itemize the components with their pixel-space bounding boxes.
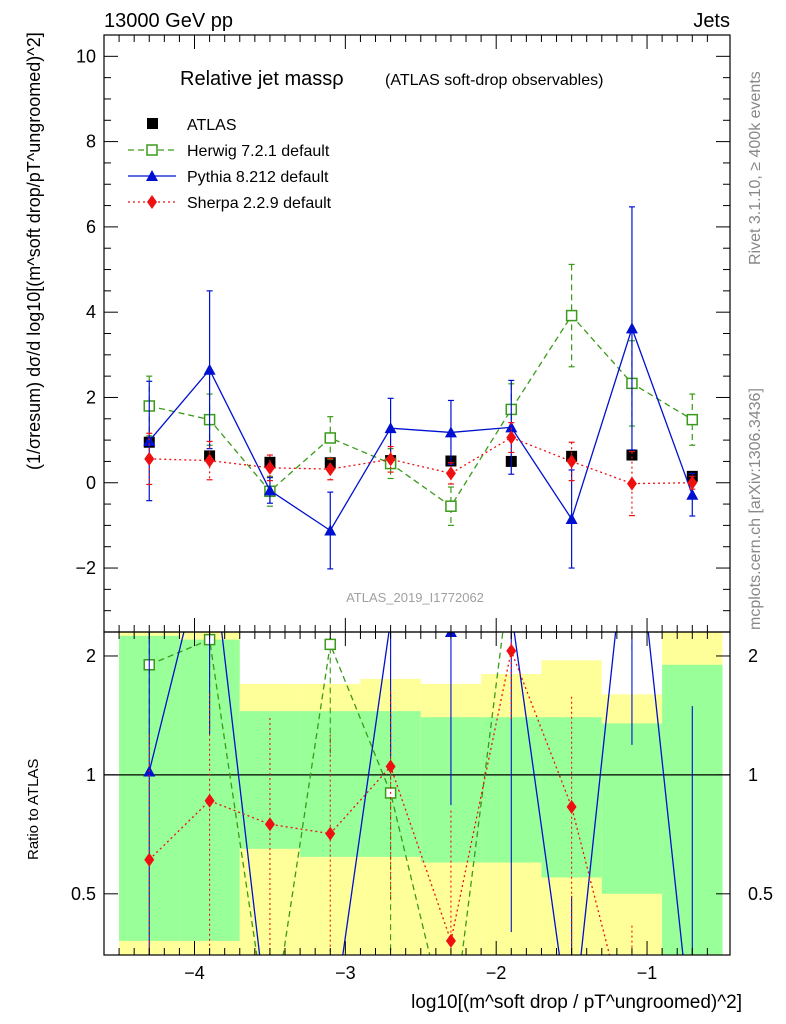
sherpa-ratio-point [506, 643, 517, 658]
pythia-point [686, 488, 699, 500]
legend: ATLAS Herwig 7.2.1 default Pythia 8.212 … [128, 117, 332, 212]
ratio-band-stat [601, 723, 663, 894]
sherpa-point [144, 451, 155, 466]
pythia-point [384, 422, 397, 434]
chart-title-sub: (ATLAS soft-drop observables) [385, 72, 603, 89]
sherpa-point [566, 454, 577, 469]
pythia-point [324, 524, 337, 536]
x-tick-label: −2 [486, 963, 507, 983]
legend-herwig-label: Herwig 7.2.1 default [187, 143, 330, 160]
pythia-point [263, 484, 276, 496]
ratio-y-axis-label: Ratio to ATLAS [25, 759, 42, 860]
sherpa-point [626, 476, 637, 491]
pythia-point [203, 363, 216, 375]
sherpa-point [204, 453, 215, 468]
ratio-tick-label: 2 [86, 646, 96, 666]
chart-title-main: Relative jet massρ [180, 68, 344, 90]
sherpa-ratio-point [325, 826, 336, 841]
side-label-rivet: Rivet 3.1.10, ≥ 400k events [747, 71, 764, 265]
sherpa-line [149, 436, 693, 485]
sherpa-ratio-point [204, 793, 215, 808]
herwig-point [565, 309, 578, 322]
sherpa-point [325, 462, 336, 477]
legend-pythia-label: Pythia 8.212 default [187, 169, 329, 186]
sherpa-ratio-point [445, 933, 456, 948]
legend-sherpa-label: Sherpa 2.2.9 default [187, 195, 332, 212]
y-tick-label: 10 [76, 46, 96, 66]
ratio-frame [103, 631, 731, 956]
x-tick-label: −3 [335, 963, 356, 983]
sherpa-ratio-point [385, 759, 396, 774]
header-right: Jets [693, 10, 730, 32]
herwig-point [686, 413, 699, 426]
ratio-tick-label: 0.5 [71, 884, 96, 904]
atlas-point [626, 449, 638, 461]
herwig-point [324, 432, 337, 444]
y-tick-label: 6 [86, 217, 96, 237]
sherpa-point [506, 430, 517, 445]
pythia-point [625, 322, 638, 334]
sherpa-point [445, 466, 456, 481]
sherpa-point [385, 452, 396, 467]
pythia-line [148, 326, 693, 532]
sherpa-ratio-point [264, 817, 275, 832]
herwig-ratio-point [324, 638, 337, 651]
sherpa-ratio-point [566, 799, 577, 814]
sherpa-ratio-line [148, 648, 611, 955]
legend-sherpa-marker [147, 195, 157, 209]
side-label-mcplots: mcplots.cern.ch [arXiv:1306.3436] [747, 388, 764, 630]
y-tick-label: 2 [86, 387, 96, 407]
pythia-ratio-line [148, 632, 684, 955]
header-left: 13000 GeV pp [104, 10, 233, 32]
y-tick-label: −2 [75, 558, 96, 578]
pythia-point [444, 426, 457, 438]
watermark: ATLAS_2019_I1772062 [346, 590, 484, 605]
ratio-tick-label-right: 2 [748, 646, 758, 666]
sherpa-point [264, 460, 275, 475]
pythia-point [505, 421, 518, 433]
ratio-tick-label: 1 [86, 765, 96, 785]
ratio-tick-label-right: 1 [748, 765, 758, 785]
ratio-tick-label-right: 0.5 [748, 884, 773, 904]
y-tick-label: 4 [86, 302, 96, 322]
pythia-point [565, 512, 578, 524]
sherpa-ratio-point [144, 852, 155, 867]
y-axis-label: (1/σresum) dσ/d log10[(m^soft drop/pT^un… [24, 32, 44, 470]
x-tick-label: −4 [184, 963, 205, 983]
legend-atlas-label: ATLAS [187, 117, 237, 134]
legend-herwig-marker [146, 144, 158, 156]
legend-pythia-marker [146, 170, 158, 181]
pythia-point [143, 434, 156, 446]
herwig-ratio-line [149, 632, 504, 955]
x-tick-label: −1 [637, 963, 658, 983]
x-axis-label: log10[(m^soft drop / pT^ungroomed)^2] [411, 992, 742, 1013]
legend-atlas-marker [147, 118, 158, 129]
y-tick-label: 8 [86, 132, 96, 152]
herwig-point [445, 500, 457, 512]
sherpa-point [687, 475, 698, 490]
y-tick-label: 0 [86, 473, 96, 493]
